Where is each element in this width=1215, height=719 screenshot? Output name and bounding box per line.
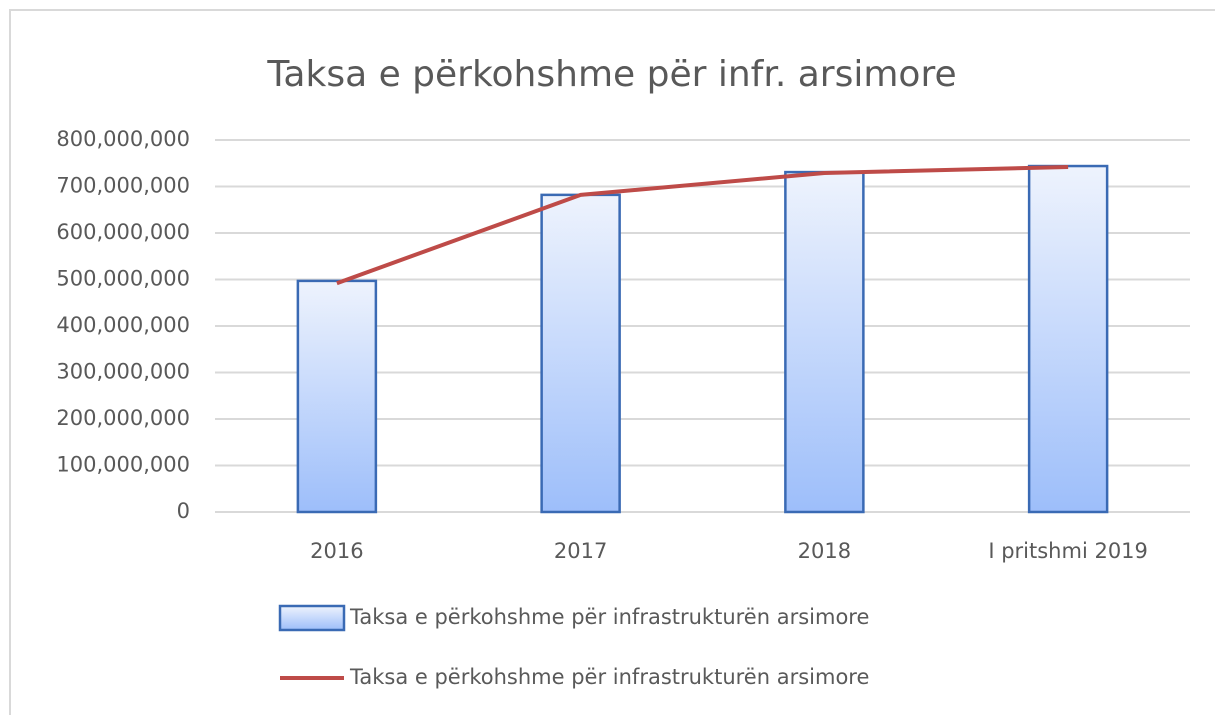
x-tick-label: 2018 — [798, 539, 851, 563]
y-tick-label: 600,000,000 — [56, 220, 190, 244]
x-tick-label: 2017 — [554, 539, 607, 563]
bar — [540, 193, 621, 514]
y-tick-label: 0 — [177, 499, 190, 523]
chart-title: Taksa e përkohshme për infr. arsimore — [266, 54, 956, 95]
x-tick-label: 2016 — [310, 539, 363, 563]
y-tick-label: 400,000,000 — [56, 313, 190, 337]
legend-swatch — [278, 604, 346, 632]
legend-label: Taksa e përkohshme për infrastrukturën a… — [349, 605, 869, 629]
chart-border — [9, 9, 1215, 719]
line — [336, 164, 1069, 286]
legend-label: Taksa e përkohshme për infrastrukturën a… — [349, 665, 869, 689]
y-tick-label: 100,000,000 — [56, 453, 190, 477]
y-tick-label: 200,000,000 — [56, 406, 190, 430]
x-tick-label: I pritshmi 2019 — [988, 539, 1148, 563]
bar — [296, 279, 378, 514]
bar — [1027, 164, 1109, 514]
y-tick-label: 800,000,000 — [56, 127, 190, 151]
y-tick-label: 700,000,000 — [56, 174, 190, 198]
bar — [784, 170, 865, 514]
y-tick-label: 500,000,000 — [56, 267, 190, 291]
y-tick-label: 300,000,000 — [56, 360, 190, 384]
